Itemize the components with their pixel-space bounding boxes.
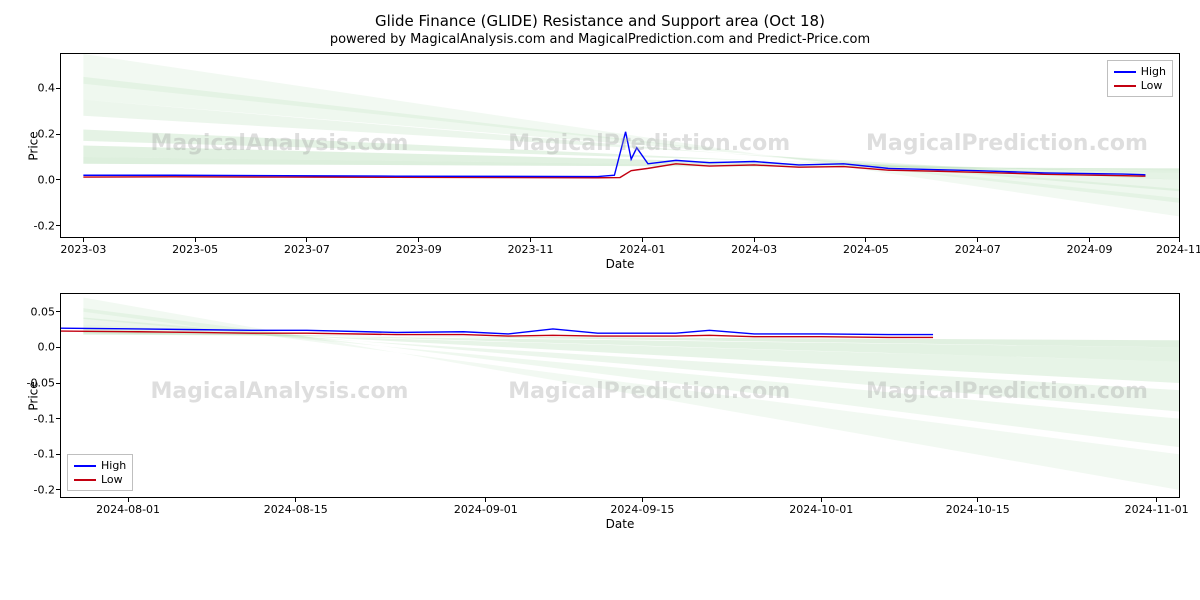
x-tick-label: 2024-10-15 <box>946 503 1010 516</box>
x-tick-mark <box>83 237 84 242</box>
x-tick-label: 2024-09-01 <box>454 503 518 516</box>
x-tick-mark <box>418 237 419 242</box>
y-tick-mark <box>56 134 61 135</box>
y-tick-mark <box>56 347 61 348</box>
chart-panel-top: Price Date High Low -0.20.00.20.42023-03… <box>60 53 1180 238</box>
x-tick-label: 2023-09 <box>396 243 442 256</box>
x-tick-mark <box>977 237 978 242</box>
legend-label-high: High <box>101 459 126 472</box>
legend-swatch-low <box>1114 85 1136 87</box>
y-tick-label: 0.4 <box>38 82 56 95</box>
x-tick-mark <box>865 237 866 242</box>
x-tick-label: 2024-11 <box>1156 243 1200 256</box>
legend-bottom: High Low <box>67 454 133 491</box>
plot-area-top <box>61 54 1179 237</box>
y-tick-label: 0.0 <box>38 173 56 186</box>
y-tick-mark <box>56 179 61 180</box>
y-tick-label: -0.05 <box>27 377 55 390</box>
legend-label-low: Low <box>1141 79 1163 92</box>
titles: Glide Finance (GLIDE) Resistance and Sup… <box>10 12 1190 47</box>
chart-panel-bottom: Price Date High Low -0.2-0.1-0.1-0.050.0… <box>60 293 1180 498</box>
legend-swatch-low <box>74 479 96 481</box>
x-tick-label: 2023-05 <box>172 243 218 256</box>
legend-top: High Low <box>1107 60 1173 97</box>
legend-item-high: High <box>74 459 126 472</box>
x-tick-mark <box>642 237 643 242</box>
x-tick-mark <box>128 497 129 502</box>
y-tick-mark <box>56 418 61 419</box>
x-tick-mark <box>195 237 196 242</box>
legend-item-low: Low <box>74 473 126 486</box>
x-tick-label: 2023-11 <box>508 243 554 256</box>
x-tick-mark <box>821 497 822 502</box>
x-tick-mark <box>485 497 486 502</box>
legend-swatch-high <box>1114 71 1136 73</box>
legend-label-low: Low <box>101 473 123 486</box>
y-tick-label: -0.1 <box>34 448 55 461</box>
x-axis-label: Date <box>606 257 635 271</box>
y-tick-label: 0.0 <box>38 341 56 354</box>
x-tick-label: 2024-01 <box>619 243 665 256</box>
x-tick-label: 2024-03 <box>731 243 777 256</box>
y-tick-mark <box>56 454 61 455</box>
y-tick-mark <box>56 225 61 226</box>
x-tick-mark <box>295 497 296 502</box>
x-tick-label: 2024-10-01 <box>789 503 853 516</box>
x-tick-label: 2023-07 <box>284 243 330 256</box>
main-title: Glide Finance (GLIDE) Resistance and Sup… <box>10 12 1190 30</box>
x-tick-mark <box>1156 497 1157 502</box>
legend-item-high: High <box>1114 65 1166 78</box>
sub-title: powered by MagicalAnalysis.com and Magic… <box>10 32 1190 47</box>
x-tick-label: 2024-09-15 <box>610 503 674 516</box>
y-tick-mark <box>56 311 61 312</box>
y-tick-mark <box>56 489 61 490</box>
x-tick-label: 2024-07 <box>955 243 1001 256</box>
legend-swatch-high <box>74 465 96 467</box>
y-tick-label: -0.1 <box>34 412 55 425</box>
y-tick-label: -0.2 <box>34 219 55 232</box>
x-tick-label: 2024-11-01 <box>1125 503 1189 516</box>
x-tick-mark <box>306 237 307 242</box>
y-tick-mark <box>56 88 61 89</box>
x-tick-mark <box>977 497 978 502</box>
x-tick-label: 2024-08-15 <box>264 503 328 516</box>
x-tick-label: 2024-09 <box>1067 243 1113 256</box>
y-tick-mark <box>56 383 61 384</box>
figure: Glide Finance (GLIDE) Resistance and Sup… <box>10 12 1190 498</box>
legend-label-high: High <box>1141 65 1166 78</box>
y-tick-label: 0.05 <box>31 305 56 318</box>
x-tick-label: 2023-03 <box>60 243 106 256</box>
support-resistance-band <box>83 54 1179 216</box>
x-tick-label: 2024-05 <box>843 243 889 256</box>
x-tick-mark <box>754 237 755 242</box>
x-tick-mark <box>1089 237 1090 242</box>
y-tick-label: -0.2 <box>34 483 55 496</box>
plot-area-bottom <box>61 294 1179 497</box>
x-tick-mark <box>642 497 643 502</box>
y-tick-label: 0.2 <box>38 128 56 141</box>
x-tick-label: 2024-08-01 <box>96 503 160 516</box>
x-tick-mark <box>1179 237 1180 242</box>
x-axis-label: Date <box>606 517 635 531</box>
x-tick-mark <box>530 237 531 242</box>
legend-item-low: Low <box>1114 79 1166 92</box>
